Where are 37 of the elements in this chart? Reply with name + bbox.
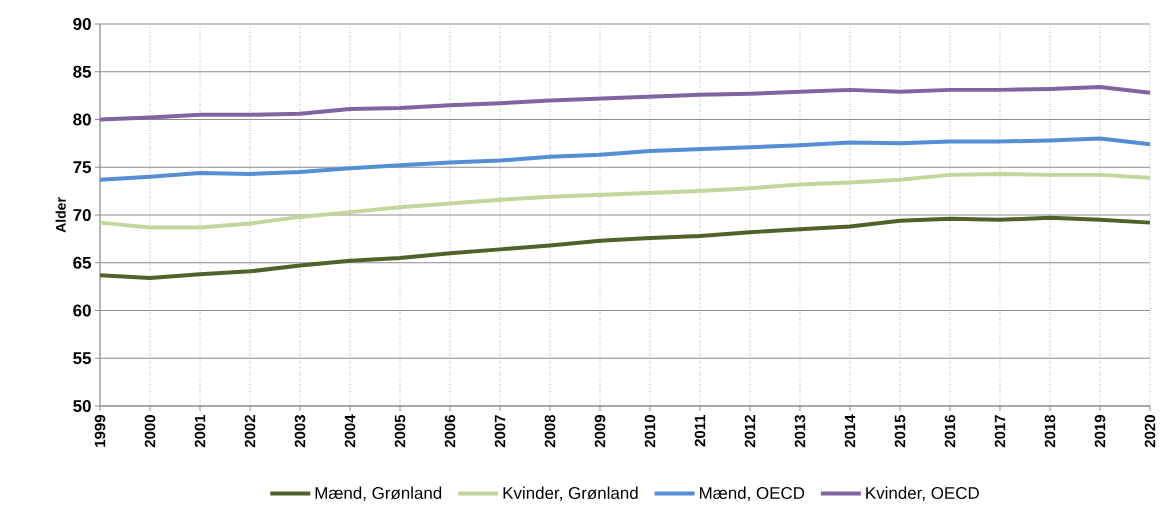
y-tick-label: 80	[73, 113, 91, 126]
y-tick-label: 90	[73, 17, 91, 30]
line-series	[98, 215, 1152, 281]
x-tick-label: 2007	[494, 415, 506, 448]
legend-label: Kvinder, Grønland	[503, 486, 638, 502]
x-tick-label: 2005	[394, 414, 406, 448]
x-tick-label: 2017	[994, 415, 1006, 448]
x-tick-label: 2004	[344, 414, 356, 448]
x-tick-label: 2000	[144, 415, 156, 448]
x-tick-label: 1999	[94, 415, 106, 447]
y-tick-label: 70	[73, 208, 91, 221]
x-tick-label: 2012	[744, 415, 756, 448]
y-axis-title: Alder	[55, 197, 66, 233]
x-tick-label: 2019	[1094, 415, 1106, 448]
y-tick-label: 85	[73, 65, 92, 78]
x-tick-label: 2013	[794, 415, 806, 448]
y-tick-label: 50	[73, 399, 91, 412]
y-tick-label: 55	[73, 352, 92, 365]
x-tick-label: 2003	[294, 415, 306, 448]
x-tick-label: 2008	[544, 414, 556, 448]
x-tick-label: 2006	[444, 415, 456, 448]
x-tick-label: 2002	[244, 415, 256, 448]
x-tick-label: 2010	[644, 415, 656, 448]
x-tick-label: 2020	[1144, 415, 1156, 448]
y-tick-label: 65	[73, 256, 92, 269]
legend-label: Mænd, Grønland	[315, 486, 442, 502]
x-tick-label: 2001	[194, 414, 206, 448]
x-tick-label: 2015	[894, 414, 906, 448]
legend-label: Mænd, OECD	[700, 486, 805, 502]
x-tick-label: 2009	[594, 415, 606, 448]
x-tick-label: 2018	[1044, 414, 1056, 448]
y-tick-label: 60	[73, 304, 91, 317]
legend-label: Kvinder, OECD	[866, 486, 979, 502]
x-tick-label: 2016	[944, 415, 956, 448]
x-tick-label: 2014	[844, 414, 856, 448]
x-tick-label: 2011	[694, 414, 706, 447]
y-tick-label: 75	[73, 161, 92, 174]
